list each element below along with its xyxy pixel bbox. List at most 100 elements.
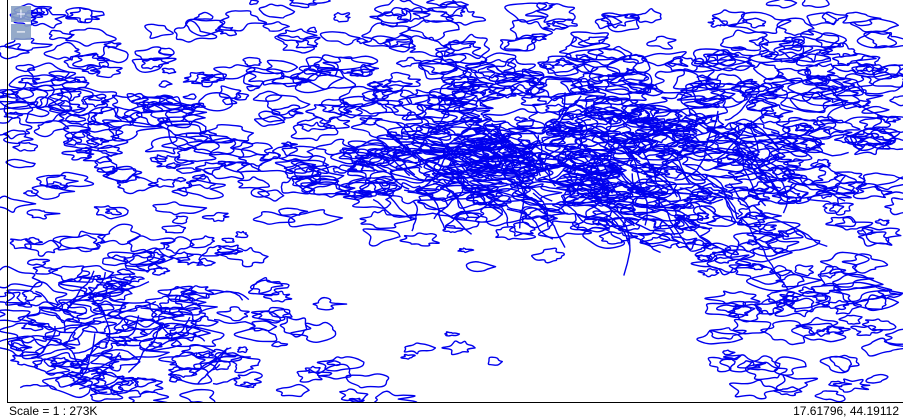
contour-polygon	[10, 351, 43, 368]
contour-polygon	[778, 36, 842, 63]
contour-polygon	[289, 63, 332, 82]
contour-polygon	[26, 312, 66, 331]
contour-polygon	[601, 12, 640, 33]
contour-polygon	[175, 167, 202, 174]
contour-line	[190, 346, 232, 377]
contour-polygon	[554, 57, 575, 68]
contour-line	[564, 163, 596, 175]
map-vector-layer[interactable]	[0, 0, 903, 403]
contour-polygon	[90, 354, 141, 372]
contour-polygon	[627, 82, 658, 94]
contour-line	[395, 121, 465, 153]
zoom-in-button[interactable]: +	[11, 6, 31, 22]
contour-polygon	[744, 361, 788, 381]
contour-polygon	[265, 59, 299, 75]
contour-polygon	[56, 88, 82, 102]
contour-polygon	[697, 268, 720, 278]
contour-polygon	[778, 291, 831, 310]
contour-line	[728, 183, 751, 217]
contour-polygon	[233, 371, 263, 387]
contour-polygon	[123, 254, 165, 272]
contour-polygon	[316, 363, 352, 380]
contour-polygon	[530, 75, 589, 98]
contour-line	[564, 153, 602, 188]
map-viewport[interactable]: + −	[0, 0, 903, 403]
contour-polygon	[0, 195, 37, 213]
contour-polygon	[338, 95, 404, 117]
contour-polygon	[158, 120, 207, 136]
contour-line	[706, 127, 770, 183]
contour-polygon	[46, 181, 67, 190]
contour-polygon	[763, 51, 805, 63]
contour-polygon	[32, 265, 59, 275]
contour-polygon	[81, 94, 110, 108]
contour-polygon	[253, 115, 285, 127]
contour-line	[473, 180, 507, 185]
contour-polygon	[72, 53, 110, 68]
contour-polygon	[81, 66, 101, 75]
contour-polygon	[842, 11, 882, 27]
contour-polygon	[65, 27, 117, 47]
contour-polygon	[252, 90, 283, 102]
contour-polygon	[152, 267, 171, 276]
contour-line	[505, 157, 525, 229]
contour-line	[579, 177, 616, 192]
contour-polygon	[359, 178, 402, 196]
contour-polygon	[169, 251, 194, 262]
contour-line	[453, 153, 514, 172]
contour-polygon	[727, 303, 764, 323]
contour-polygon	[15, 63, 36, 73]
contour-polygon	[612, 67, 648, 82]
contour-line	[582, 154, 636, 214]
contour-polygon	[585, 106, 639, 124]
contour-polygon	[362, 228, 401, 247]
contour-polygon	[559, 36, 611, 60]
contour-polygon	[804, 63, 836, 80]
contour-polygon	[258, 3, 296, 19]
contour-polygon	[25, 96, 73, 124]
contour-polygon	[667, 116, 704, 130]
contour-polygon	[849, 17, 899, 33]
contour-polygon	[765, 0, 798, 9]
contour-polygon	[0, 291, 26, 306]
contour-polygon	[629, 118, 650, 127]
contour-polygon	[587, 82, 652, 106]
contour-polygon	[149, 154, 168, 163]
contour-polygon	[584, 95, 639, 117]
contour-polygon	[457, 247, 475, 254]
contour-polygon	[161, 67, 177, 75]
contour-polygon	[339, 139, 423, 167]
contour-polygon	[0, 309, 31, 323]
contour-line	[520, 198, 577, 206]
contour-polygon	[400, 353, 416, 360]
contour-polygon	[814, 390, 846, 403]
contour-polygon	[366, 79, 413, 94]
contour-polygon	[655, 149, 684, 164]
contour-polygon	[817, 268, 875, 288]
contour-polygon	[341, 147, 375, 160]
contour-polygon	[338, 144, 386, 167]
contour-polygon	[641, 51, 689, 67]
contour-polygon	[731, 85, 757, 94]
contour-line	[542, 176, 591, 189]
contour-polygon	[736, 205, 765, 220]
contour-polygon	[819, 265, 847, 279]
contour-line	[609, 155, 657, 186]
contour-polygon	[326, 360, 341, 367]
contour-polygon	[713, 256, 736, 264]
contour-polygon	[622, 53, 648, 65]
contour-polygon	[730, 84, 775, 99]
zoom-out-button[interactable]: −	[11, 24, 31, 40]
contour-polygon	[47, 87, 94, 112]
contour-polygon	[263, 290, 293, 303]
contour-polygon	[0, 91, 30, 110]
contour-polygon	[357, 152, 390, 167]
contour-polygon	[180, 289, 210, 302]
contour-polygon	[306, 26, 318, 34]
contour-polygon	[682, 149, 742, 171]
contour-polygon	[766, 289, 799, 303]
contour-line	[758, 139, 790, 146]
contour-line	[561, 200, 608, 230]
contour-polygon	[166, 123, 234, 150]
contour-polygon	[203, 160, 249, 180]
